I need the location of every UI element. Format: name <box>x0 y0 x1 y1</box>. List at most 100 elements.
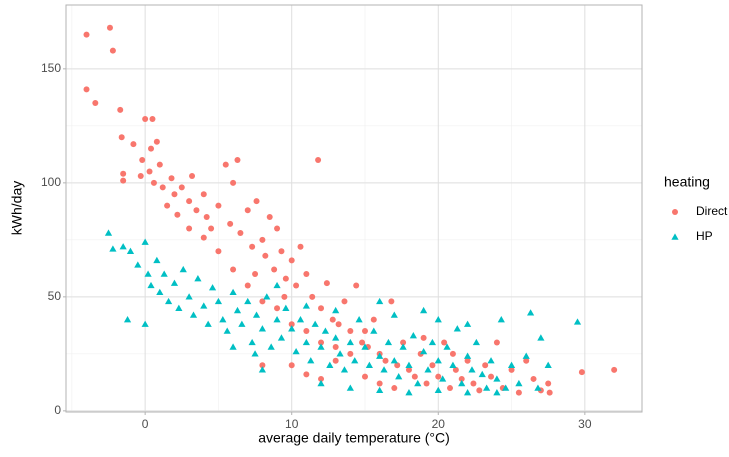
circle-point <box>83 86 90 93</box>
circle-point <box>332 357 339 364</box>
circle-point <box>159 184 166 191</box>
circle-point <box>303 271 310 278</box>
circle-point <box>470 380 477 387</box>
triangle-point <box>332 334 340 341</box>
circle-point <box>106 24 113 31</box>
triangle-point <box>147 281 155 289</box>
triangle-point <box>204 320 212 327</box>
circle-point <box>530 375 537 382</box>
triangle-point <box>273 281 281 289</box>
circle-point <box>153 138 160 145</box>
circle-point <box>545 380 552 387</box>
circle-point <box>120 170 127 177</box>
triangle-point <box>317 343 325 350</box>
circle-point <box>329 316 336 323</box>
triangle-point <box>522 352 530 359</box>
triangle-point <box>258 325 266 332</box>
triangle-point <box>487 357 495 364</box>
circle-point <box>288 257 295 264</box>
triangle-point <box>346 338 354 346</box>
triangle-point <box>351 357 359 364</box>
circle-point <box>278 248 285 255</box>
panel-border <box>65 4 643 413</box>
circle-point <box>611 366 618 373</box>
circle-point <box>200 191 207 198</box>
triangle-point <box>164 297 173 305</box>
circle-point <box>303 371 310 378</box>
triangle-point <box>307 357 315 364</box>
triangle-point <box>573 318 582 325</box>
triangle-point <box>420 347 428 355</box>
y-tick-label: 150 <box>41 61 61 75</box>
triangle-point <box>434 357 442 364</box>
circle-point <box>244 207 251 214</box>
circle-point <box>83 31 90 38</box>
circle-point <box>259 298 266 305</box>
circle-point <box>341 298 348 305</box>
circle-point <box>288 362 295 369</box>
triangle-point <box>208 284 217 291</box>
circle-point <box>252 271 259 278</box>
triangle-point <box>439 375 447 382</box>
circle-point <box>244 282 251 289</box>
triangle-point <box>252 311 261 318</box>
x-tick-label: 30 <box>578 417 592 431</box>
triangle-point <box>258 366 266 373</box>
triangle-point <box>292 347 300 355</box>
circle-point <box>515 389 522 396</box>
triangle-point <box>141 320 149 327</box>
triangle-point <box>390 357 398 364</box>
circle-point <box>388 298 395 305</box>
triangle-point <box>346 384 354 391</box>
triangle-point <box>244 297 252 305</box>
triangle-point <box>200 302 208 309</box>
circle-point <box>222 161 229 168</box>
triangle-point <box>395 373 403 380</box>
circle-point <box>249 243 256 250</box>
triangle-point <box>361 343 369 350</box>
triangle-point <box>376 297 384 305</box>
circle-point <box>361 373 368 380</box>
circle-point <box>171 191 178 198</box>
circle-point <box>332 344 339 351</box>
x-tick-label: 0 <box>142 417 149 431</box>
circle-point <box>476 387 483 394</box>
y-axis-title: kWh/day <box>9 181 25 235</box>
triangle-point <box>160 270 168 277</box>
circle-point <box>420 334 427 341</box>
circle-point <box>578 369 585 376</box>
triangle-point <box>123 316 132 323</box>
triangle-point <box>189 311 198 318</box>
triangle-point <box>405 389 413 396</box>
circle-point <box>361 328 368 335</box>
triangle-point <box>126 247 135 254</box>
x-axis-title: average daily temperature (°C) <box>258 430 450 446</box>
triangle-point <box>472 338 480 346</box>
triangle-point <box>229 343 237 350</box>
triangle-point <box>144 270 152 277</box>
y-tick-label: 50 <box>48 289 62 303</box>
triangle-point <box>515 379 523 387</box>
circle-point <box>168 175 175 182</box>
circle-point <box>174 211 181 218</box>
circle-point <box>230 179 237 186</box>
circle-point <box>335 321 342 328</box>
triangle-point <box>263 293 271 300</box>
circle-point <box>259 236 266 243</box>
triangle-point <box>273 316 281 323</box>
triangle-point <box>302 302 310 309</box>
triangle-point <box>267 343 275 350</box>
circle-point <box>148 145 155 152</box>
triangle-point <box>185 293 193 300</box>
triangle-point <box>376 352 384 359</box>
triangle-point <box>409 332 417 339</box>
triangle-point <box>537 334 545 341</box>
triangle-point <box>302 338 310 346</box>
triangle-point <box>483 384 491 391</box>
triangle-point <box>326 361 334 368</box>
circle-point <box>447 385 453 392</box>
legend-title: heating <box>664 174 710 190</box>
circle-point <box>259 362 266 369</box>
circle-point <box>508 366 515 373</box>
circle-point <box>376 380 383 387</box>
